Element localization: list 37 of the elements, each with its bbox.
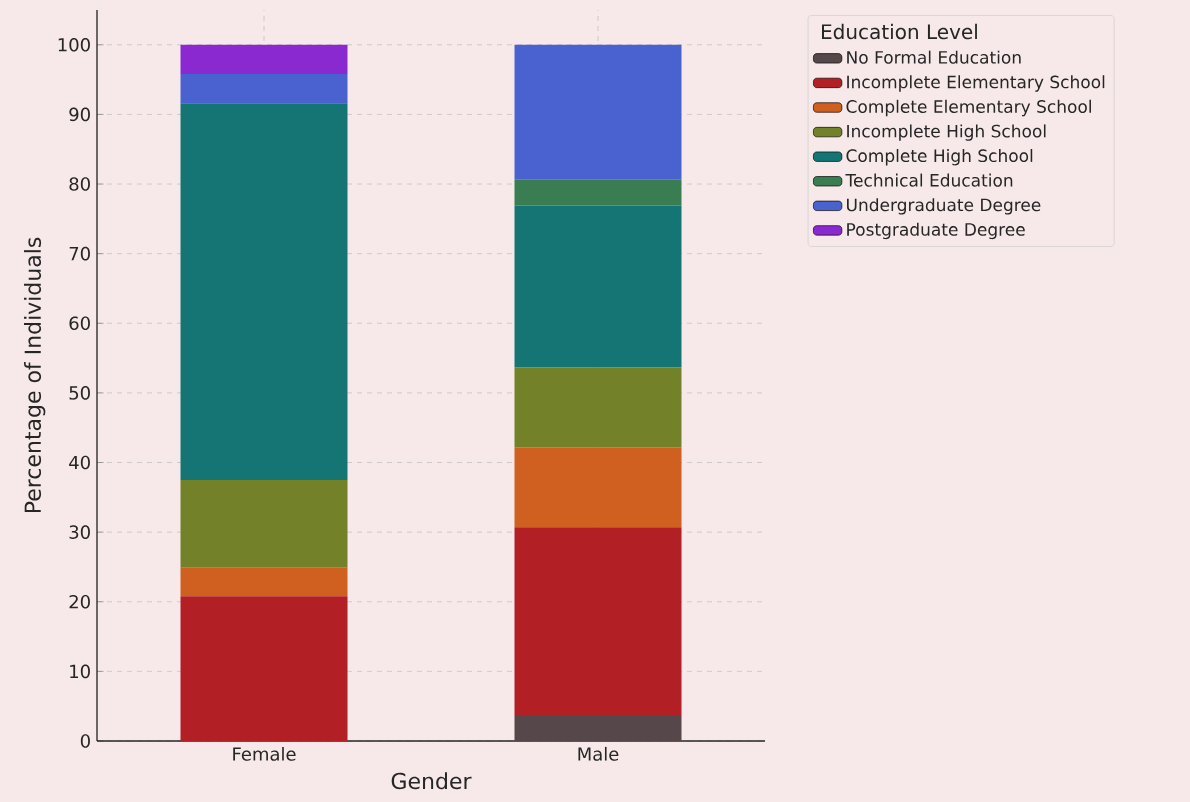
bar <box>514 447 682 528</box>
y-tick-label: 20 <box>69 594 90 609</box>
legend-label: Undergraduate Degree <box>847 198 1041 215</box>
y-tick-label: 10 <box>70 664 90 679</box>
bar <box>180 103 348 480</box>
bar <box>180 479 348 568</box>
y-tick-label: 80 <box>69 177 90 191</box>
y-tick-label: 50 <box>69 386 90 400</box>
y-tick-label: 60 <box>69 316 90 331</box>
y-tick-label: 0 <box>80 734 90 748</box>
bar <box>514 715 682 741</box>
x-tick-label: Male <box>578 746 619 761</box>
x-tick-label: Female <box>233 746 296 761</box>
y-tick-label: 100 <box>58 37 90 52</box>
bar <box>180 44 348 75</box>
bar <box>514 205 682 368</box>
x-axis-title: Gender <box>391 772 472 790</box>
bar <box>514 44 682 180</box>
legend-label: Technical Education <box>845 173 1013 187</box>
legend-label: Incomplete High School <box>847 124 1046 141</box>
y-tick-label: 40 <box>69 455 90 470</box>
legend-label: No Formal Education <box>847 50 1021 64</box>
bar <box>180 596 348 741</box>
legend-title: Education Level <box>822 23 977 40</box>
bar <box>514 367 682 448</box>
bar <box>180 567 348 597</box>
bar <box>514 179 682 206</box>
legend-label: Complete Elementary School <box>846 99 1091 117</box>
y-tick-label: 70 <box>69 246 90 261</box>
legend-label: Postgraduate Degree <box>847 222 1025 240</box>
legend-label: Incomplete Elementary School <box>847 75 1105 92</box>
legend-label: Complete High School <box>846 148 1033 166</box>
bar <box>514 527 682 716</box>
y-tick-label: 90 <box>69 107 90 122</box>
y-axis-title: Percentage of Individuals <box>24 237 46 513</box>
y-tick-label: 30 <box>69 525 90 539</box>
bar <box>180 74 348 104</box>
